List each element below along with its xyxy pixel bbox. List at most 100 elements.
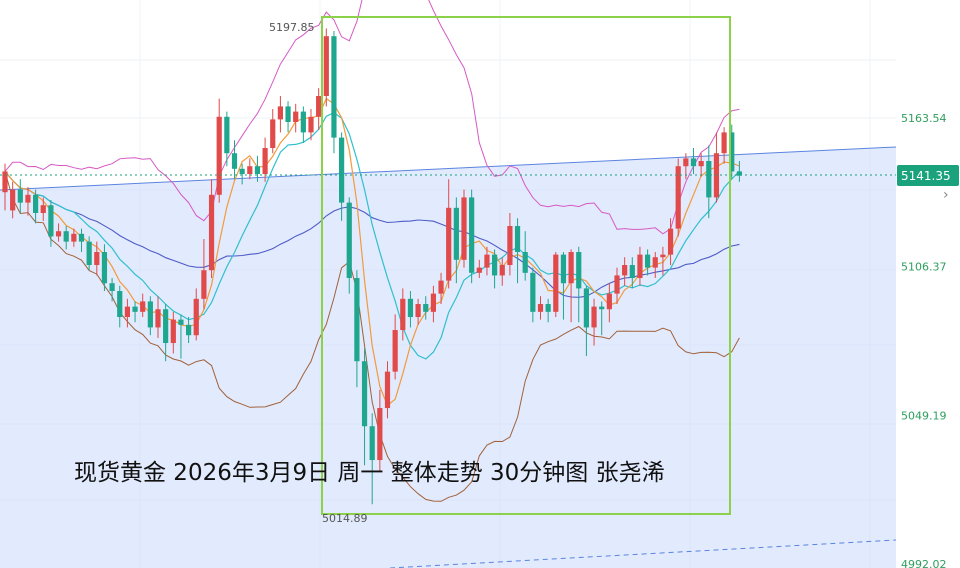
candle <box>48 200 54 247</box>
candle <box>553 252 559 318</box>
candle <box>25 187 31 216</box>
candle <box>499 257 505 286</box>
candle <box>492 249 498 289</box>
candle <box>78 228 85 253</box>
candle <box>2 163 8 211</box>
candle <box>400 288 406 341</box>
candles <box>2 28 742 505</box>
candle <box>469 189 475 284</box>
candle <box>690 148 697 175</box>
candle <box>377 389 383 471</box>
candle <box>629 257 635 289</box>
candle <box>254 155 261 182</box>
candle <box>637 246 643 286</box>
candle <box>675 158 681 237</box>
candle <box>361 348 368 466</box>
highlight-box <box>321 16 731 515</box>
candle <box>461 189 467 268</box>
candle <box>430 285 436 323</box>
channel-upper-trendline <box>0 146 897 191</box>
candle <box>316 88 322 130</box>
candle <box>178 314 184 359</box>
candle <box>132 301 138 323</box>
low-value-label: 5014.89 <box>322 512 368 525</box>
candle <box>698 153 704 177</box>
candle <box>599 301 605 336</box>
candle <box>101 244 108 292</box>
candle <box>614 267 620 305</box>
candle <box>33 189 39 224</box>
candle <box>507 213 513 276</box>
candle <box>186 317 192 344</box>
candle <box>407 291 414 328</box>
candle <box>71 228 77 247</box>
high-value-label: 5197.85 <box>269 21 315 34</box>
candle <box>453 197 459 284</box>
candle <box>576 246 582 323</box>
candle <box>660 246 666 276</box>
candle <box>530 267 536 323</box>
candle <box>293 103 299 133</box>
candle <box>147 296 153 336</box>
y-tick-label: 5106.37 <box>901 261 947 274</box>
candle <box>713 132 720 203</box>
candle <box>423 296 429 320</box>
candle <box>545 298 551 323</box>
candle <box>560 252 567 320</box>
candle <box>354 270 360 388</box>
candle <box>415 298 421 325</box>
scroll-arrow-icon[interactable]: › <box>943 187 949 203</box>
candle <box>667 218 674 266</box>
candle <box>86 236 92 271</box>
candle <box>277 96 283 133</box>
candle <box>231 140 238 180</box>
candle <box>583 285 589 357</box>
candle <box>270 109 276 154</box>
candle <box>163 304 169 362</box>
y-tick-label: 5049.19 <box>901 409 947 422</box>
candle <box>300 106 306 143</box>
bollinger-upper-line <box>4 0 740 235</box>
candle <box>17 179 23 214</box>
candle <box>216 98 222 203</box>
candle <box>94 241 100 276</box>
candle <box>40 197 46 221</box>
candle <box>10 181 16 219</box>
candle <box>392 314 398 380</box>
candle <box>262 137 268 182</box>
candle <box>384 361 391 419</box>
current-price-tag: 5141.35 <box>897 165 959 186</box>
candle <box>63 226 69 250</box>
candle <box>645 249 651 276</box>
candle <box>55 223 62 242</box>
current-price-label: 5141.35 <box>901 169 951 183</box>
candle <box>514 218 521 284</box>
y-tick-label: 5163.54 <box>901 112 947 125</box>
candle <box>323 28 329 107</box>
candle <box>331 30 337 154</box>
candle <box>109 278 115 302</box>
candle <box>140 293 146 318</box>
candle <box>446 179 452 289</box>
y-tick-label: 4992.02 <box>901 558 947 568</box>
candle <box>201 239 207 310</box>
candle <box>484 246 490 276</box>
candle <box>476 259 482 279</box>
y-axis: 5163.54 5106.37 5049.19 4992.02 <box>901 112 947 568</box>
candle <box>124 298 130 328</box>
candle <box>652 252 658 279</box>
candle <box>339 132 345 221</box>
candle <box>622 257 628 286</box>
candle <box>208 179 215 279</box>
candle <box>155 296 161 338</box>
candle <box>721 127 727 164</box>
candle <box>537 296 544 320</box>
candle <box>247 158 253 180</box>
candle <box>606 283 612 323</box>
chart-title: 现货黄金 2026年3月9日 周一 整体走势 30分钟图 张尧浠 <box>74 460 665 486</box>
candle <box>369 413 375 505</box>
candle <box>736 161 742 182</box>
candle <box>522 231 528 281</box>
